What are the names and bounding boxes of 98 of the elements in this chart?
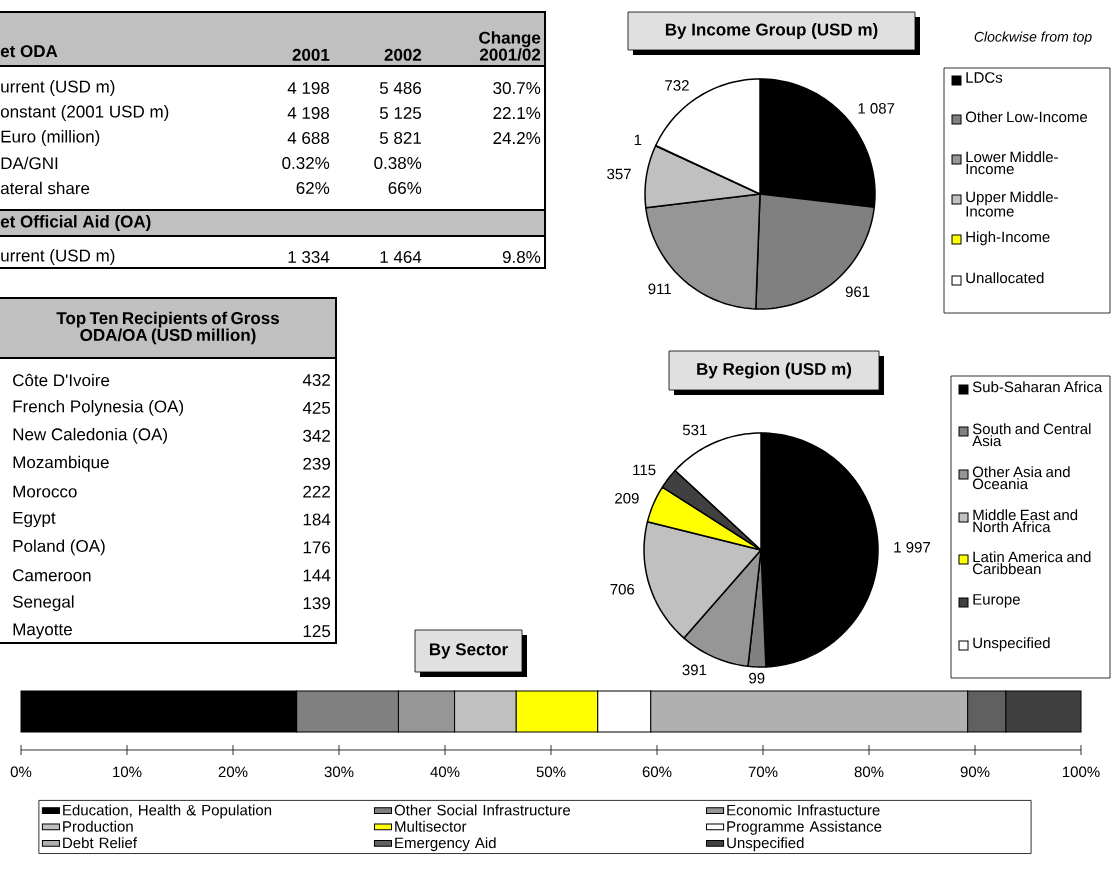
- category-label: Egypt: [13, 511, 56, 528]
- x-tick-label: 90%: [960, 766, 990, 778]
- data-label: 176: [303, 541, 331, 554]
- category-label: Euro (million): [1, 130, 100, 146]
- data-label: 184: [303, 513, 331, 526]
- x-tick-label: 80%: [854, 766, 884, 778]
- data-label: 125: [303, 625, 331, 638]
- legend-label: Debt Relief: [63, 837, 137, 849]
- data-label: 0.32%: [282, 156, 330, 170]
- x-tick-label: 60%: [642, 766, 672, 778]
- legend-label: Multisector: [395, 820, 467, 832]
- legend-label: LDCs: [966, 72, 1003, 83]
- category-label: ateral share: [0, 181, 90, 195]
- text: Clockwise from top: [974, 31, 1092, 45]
- data-label: 0.38%: [374, 156, 422, 170]
- legend-label: Europe: [973, 594, 1020, 608]
- data-label: 911: [648, 283, 671, 295]
- legend-label: Unspecified: [973, 637, 1050, 652]
- data-label: 5 125: [379, 106, 422, 120]
- chart-title: By Income Group (USD m): [665, 23, 878, 39]
- legend-label: Middle East and North Africa: [973, 509, 1078, 533]
- x-tick-label: 0%: [10, 766, 32, 778]
- data-label: 30.7%: [493, 81, 541, 95]
- text: 2001: [292, 48, 330, 61]
- data-label: 1 087: [858, 103, 895, 114]
- legend-label: Economic Infrastucture: [727, 804, 880, 816]
- data-label: 342: [303, 429, 330, 442]
- data-label: 1 464: [380, 250, 422, 264]
- data-label: 66%: [388, 181, 422, 195]
- data-label: 239: [303, 457, 330, 470]
- data-label: 5 486: [379, 81, 422, 95]
- data-label: 961: [845, 286, 870, 298]
- category-label: Morocco: [13, 485, 77, 498]
- data-label: 4 688: [287, 131, 330, 145]
- category-label: New Caledonia (OA): [13, 427, 168, 444]
- data-label: 5 821: [379, 131, 421, 145]
- data-label: 22.1%: [493, 107, 541, 119]
- x-tick-label: 10%: [113, 766, 142, 778]
- data-label: 432: [302, 373, 330, 387]
- x-tick-label: 30%: [324, 766, 354, 778]
- legend-label: High-Income: [966, 231, 1050, 246]
- data-label: 115: [633, 464, 656, 476]
- category-label: Côte D'Ivoire: [13, 373, 110, 387]
- legend-label: Emergency Aid: [395, 837, 496, 852]
- legend-label: Education, Health & Population: [63, 804, 272, 819]
- x-tick-label: 100%: [1062, 766, 1100, 778]
- category-label: et Official Aid (OA): [0, 215, 151, 231]
- data-label: 144: [303, 569, 331, 582]
- data-label: 732: [665, 80, 689, 91]
- data-label: 425: [302, 401, 331, 414]
- category-label: Poland (OA): [13, 539, 105, 556]
- legend-label: Programme Assistance: [727, 820, 882, 835]
- data-label: 139: [303, 597, 330, 610]
- category-label: French Polynesia (OA): [13, 399, 184, 416]
- data-label: 1 334: [288, 250, 330, 264]
- text: Top Ten Recipients of Gross ODA/OA (USD million): [56, 311, 279, 345]
- category-label: onstant (2001 USD m): [0, 105, 169, 121]
- data-label: 99: [749, 672, 765, 684]
- legend-label: Unspecified: [727, 837, 804, 852]
- category-label: DA/GNI: [1, 156, 58, 170]
- data-label: 357: [607, 168, 631, 180]
- data-label: 209: [615, 492, 639, 504]
- legend-label: Other Social Infrastructure: [394, 804, 571, 816]
- legend-label: Production: [63, 820, 133, 832]
- data-label: 1 997: [894, 541, 930, 553]
- category-label: Senegal: [12, 595, 74, 612]
- category-label: Mayotte: [13, 623, 72, 639]
- legend-label: Lower Middle-Income: [966, 151, 1058, 175]
- category-label: Mozambique: [13, 455, 109, 472]
- text: et ODA: [0, 45, 58, 58]
- legend-label: Upper Middle-Income: [966, 191, 1058, 217]
- data-label: 24.2%: [493, 132, 541, 144]
- category-label: urrent (USD m): [1, 249, 115, 265]
- text: 2002: [384, 48, 422, 61]
- chart-title: By Sector: [429, 643, 508, 659]
- x-tick-label: 40%: [430, 766, 460, 778]
- legend-label: Unallocated: [966, 272, 1044, 284]
- legend-label: South and Central Asia: [972, 423, 1091, 447]
- legend-label: Sub-Saharan Africa: [972, 381, 1103, 393]
- data-label: 9.8%: [502, 250, 541, 264]
- data-label: 62%: [296, 181, 330, 195]
- x-tick-label: 20%: [218, 766, 248, 778]
- x-tick-label: 50%: [536, 766, 566, 778]
- legend-label: Latin America and Caribbean: [972, 551, 1091, 575]
- legend-label: Other Low-Income: [965, 111, 1088, 123]
- data-label: 4 198: [287, 81, 330, 95]
- category-label: urrent (USD m): [1, 80, 115, 96]
- data-label: 531: [682, 424, 707, 436]
- category-label: Cameroon: [13, 569, 91, 582]
- text: Change 2001/02: [479, 31, 541, 61]
- chart-title: By Region (USD m): [697, 362, 852, 379]
- data-label: 1: [634, 134, 642, 145]
- legend-label: Other Asia and Oceania: [972, 466, 1070, 490]
- data-label: 706: [610, 583, 635, 595]
- data-label: 4 198: [287, 106, 330, 120]
- x-tick-label: 70%: [748, 766, 778, 778]
- data-label: 222: [303, 485, 330, 498]
- data-label: 391: [682, 664, 707, 676]
